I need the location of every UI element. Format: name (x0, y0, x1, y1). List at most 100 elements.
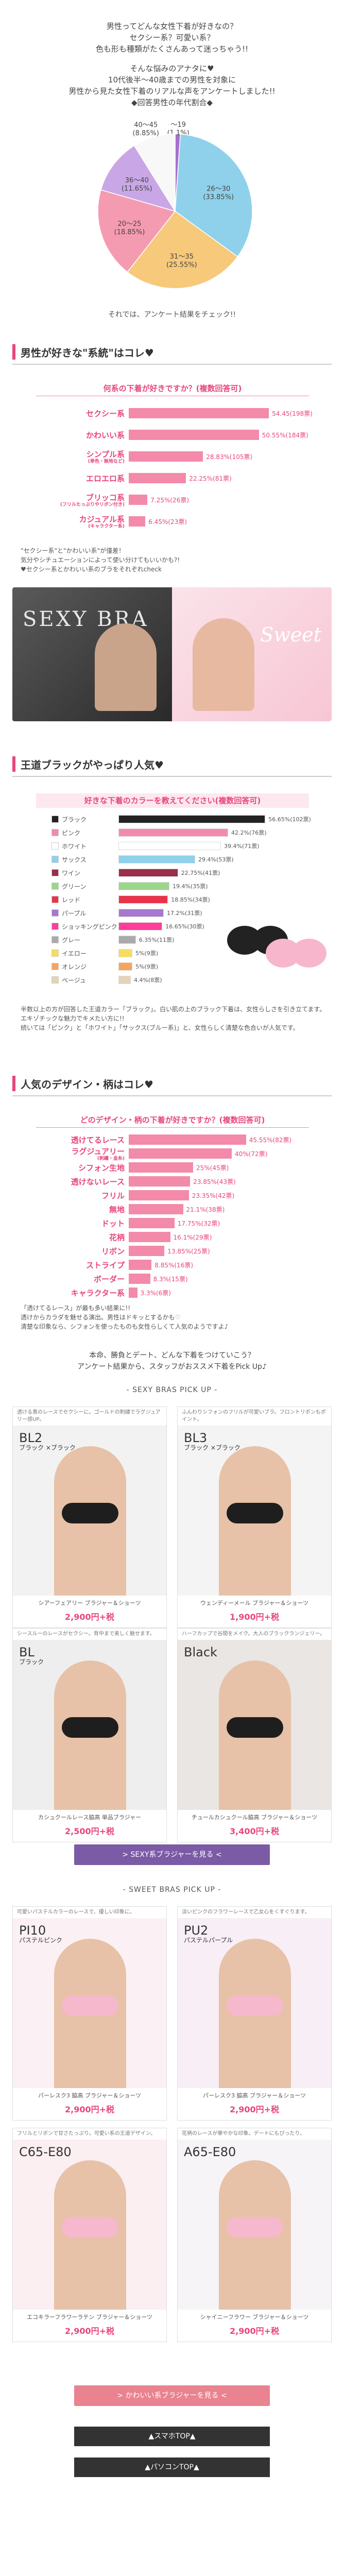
product-color: ブラック ×ブラック (184, 1444, 240, 1451)
product-code: PU2 パステルパープル (184, 1924, 233, 1944)
section1-title-text: 男性が好きな"系統"はコレ♥ (21, 346, 154, 359)
pie-slice-label: 〜19 (170, 121, 186, 129)
ranking-label-text: ドット (101, 1218, 125, 1228)
sexy-banner-image[interactable]: SEXY BRA (12, 587, 172, 721)
color-value: 22.75%(41票) (181, 870, 220, 876)
ranking-label-text: ラグジュアリー (71, 1147, 125, 1156)
product-name[interactable]: エコキラーフラワーラテン ブラジャー＆ショーツ (27, 2314, 152, 2320)
color-bar (118, 909, 164, 917)
bra-shape (227, 1503, 283, 1523)
pie-slice (127, 210, 238, 289)
product-description: 透ける黒のレースでセクシーに。ゴールドの刺繍でラグジュアリー感UP。 (17, 1410, 161, 1422)
product-name[interactable]: シャイニーフラワー ブラジャー＆ショーツ (200, 2314, 309, 2320)
ranking-label-text: 無地 (109, 1205, 125, 1214)
product-photo[interactable]: BL ブラック (13, 1640, 166, 1810)
product-color: ブラック ×ブラック (19, 1444, 76, 1451)
intro-line: セクシー系？可愛い系？ (129, 33, 215, 42)
pie-slice-percent: (18.85%) (114, 229, 145, 236)
ranking-label: 透けないレース (31, 1176, 129, 1187)
product-card[interactable]: 可愛いパステルカラーのレースで、優しい印象に。 PI10 パステルピンク パーレスク3… (12, 1906, 167, 2121)
product-photo[interactable]: BL2 ブラック ×ブラック (13, 1426, 166, 1596)
sexy-sweet-banner[interactable]: SEXY BRA Sweet (12, 587, 332, 721)
note-line: エキゾチックな魅力でキメたい方に!! (21, 1015, 125, 1022)
ranking-label: キャラクター系 (31, 1287, 129, 1298)
product-card[interactable]: フリルとリボンで甘さたっぷり。可愛い系の王道デザイン。 C65-E80 エコキラーフ… (12, 2128, 167, 2342)
product-photo[interactable]: A65-E80 (178, 2140, 331, 2310)
ranking-bar (129, 1162, 193, 1173)
color-chip (51, 816, 59, 823)
product-name[interactable]: パーレスク3 脇高 ブラジャー＆ショーツ (202, 2092, 306, 2099)
ranking-label-text: シンプル系 (86, 450, 125, 459)
ranking-label: セクシー系 (31, 408, 129, 419)
note-line: 「透けてるレース」が最も多い結果に!! (21, 1304, 131, 1312)
color-bar (118, 828, 228, 837)
pie-slice-percent: (33.85%) (203, 194, 234, 201)
product-card[interactable]: シースルーのレースがセクシー。背中まで美しく魅せます。 BL ブラック カシュクールレ… (12, 1628, 167, 1842)
ranking-value: 17.75%(32票) (177, 1219, 220, 1227)
color-ranking-row: グレー 6.35%(11票) (51, 935, 174, 945)
ranking-row: 無地 21.1%(38票) (31, 1203, 225, 1215)
sexy-bras-button[interactable]: > SEXY系ブラジャーを見る < (74, 1844, 270, 1865)
color-ranking-row: イエロー 5%(9票) (51, 948, 158, 958)
product-photo[interactable]: PI10 パステルピンク (13, 1918, 166, 2088)
section1-title: 男性が好きな"系統"はコレ♥ (12, 340, 332, 365)
color-chip (51, 829, 59, 836)
product-code: PI10 パステルピンク (19, 1924, 62, 1944)
pie-svg: 〜19(1.1%)26〜30(33.85%)31〜35(25.55%)20〜25… (97, 121, 253, 289)
pie-slice (133, 133, 176, 213)
ranking-bar (129, 1190, 189, 1200)
ranking-label-text: シフォン生地 (78, 1163, 125, 1173)
sweet-bras-button[interactable]: > かわいい系ブラジャーを見る < (74, 2385, 270, 2406)
note-line: 気分やシチュエーションによって使い分けてもいいかも?! (21, 556, 180, 564)
section2-title: 王道ブラックがやっぱり人気♥ (12, 752, 332, 777)
product-card[interactable]: 淡いピンクのフラワーレースで乙女心をくすぐります。 PU2 パステルパープル パーレス… (177, 1906, 332, 2121)
color-label: ホワイト (62, 842, 87, 850)
ranking-value: 45.55%(82票) (249, 1136, 292, 1144)
color-bar (118, 962, 132, 971)
sp-top-button[interactable]: ▲スマホTOP▲ (74, 2427, 270, 2446)
product-photo[interactable]: BL3 ブラック ×ブラック (178, 1426, 331, 1596)
bra-shape (62, 2217, 118, 2238)
sweet-banner-image[interactable]: Sweet (172, 587, 332, 721)
summary-line: アンケート結果から、スタッフがおススメ下着をPick Up♪ (77, 1363, 267, 1371)
color-bar (118, 869, 178, 877)
note-line: 半数以上の方が回答した王道カラー「ブラック」。白い肌の上のブラック下着は、女性ら… (21, 1006, 326, 1013)
pie-slice-label: 20〜25 (117, 221, 141, 228)
ranking-value: 7.25%(26票) (150, 496, 190, 504)
pc-top-button[interactable]: ▲パソコンTOP▲ (74, 2458, 270, 2477)
bra-shape (62, 1503, 118, 1523)
product-card[interactable]: ふんわりシフォンのフリルが可愛いブラ。フロントリボンもポイント。 BL3 ブラック … (177, 1406, 332, 1628)
ranking-row: ラグジュアリー (刺繍・金糸) 40%(72票) (31, 1147, 267, 1161)
ranking-label: ブリッコ系 (フリルたっぷりやリボン付き) (31, 492, 129, 507)
ranking-row: 透けないレース 23.85%(43票) (31, 1175, 236, 1188)
product-card[interactable]: 透ける黒のレースでセクシーに。ゴールドの刺繍でラグジュアリー感UP。 BL2 ブラッ… (12, 1406, 167, 1628)
product-price: 2,900円+税 (64, 1612, 115, 1622)
product-code: A65-E80 (184, 2146, 236, 2158)
color-value: 17.2%(31票) (167, 910, 202, 917)
color-label: ピンク (62, 829, 81, 837)
product-photo[interactable]: Black (178, 1640, 331, 1810)
product-name[interactable]: カシュクールレース脇高 単品ブラジャー (38, 1814, 142, 1821)
bra-illustration (216, 912, 330, 979)
pink-bra-cup-right (291, 939, 326, 968)
product-color: パステルパープル (184, 1937, 233, 1944)
ranking-value: 16.1%(29票) (173, 1233, 212, 1241)
color-label: ブラック (62, 816, 87, 823)
product-name[interactable]: チュールカシュクール脇高 ブラジャー＆ショーツ (191, 1814, 318, 1821)
ranking-label: ボーダー (31, 1274, 129, 1284)
color-chip (51, 896, 59, 903)
product-price: 2,900円+税 (229, 2105, 280, 2114)
product-code-text: Black (184, 1645, 217, 1659)
product-name[interactable]: ウェンディーメール ブラジャー＆ショーツ (200, 1600, 309, 1606)
product-description: ハーフカップで谷間をメイク。大人のブラックランジェリー。 (182, 1631, 325, 1637)
product-name[interactable]: パーレスク3 脇高 ブラジャー＆ショーツ (38, 2092, 141, 2099)
product-card[interactable]: 花柄のレースが華やかな印象。デートにもぴったり。 A65-E80 シャイニーフラワー… (177, 2128, 332, 2342)
product-card[interactable]: ハーフカップで谷間をメイク。大人のブラックランジェリー。 Black チュールカシュ… (177, 1628, 332, 1842)
color-ranking-row: パープル 17.2%(31票) (51, 908, 202, 918)
product-name[interactable]: シアーフェアリー ブラジャー＆ショーツ (38, 1600, 141, 1606)
product-photo[interactable]: C65-E80 (13, 2140, 166, 2310)
pie-slice (97, 189, 176, 273)
ranking-bar (129, 1218, 175, 1228)
product-description: フリルとリボンで甘さたっぷり。可愛い系の王道デザイン。 (17, 2131, 156, 2137)
product-photo[interactable]: PU2 パステルパープル (178, 1918, 331, 2088)
